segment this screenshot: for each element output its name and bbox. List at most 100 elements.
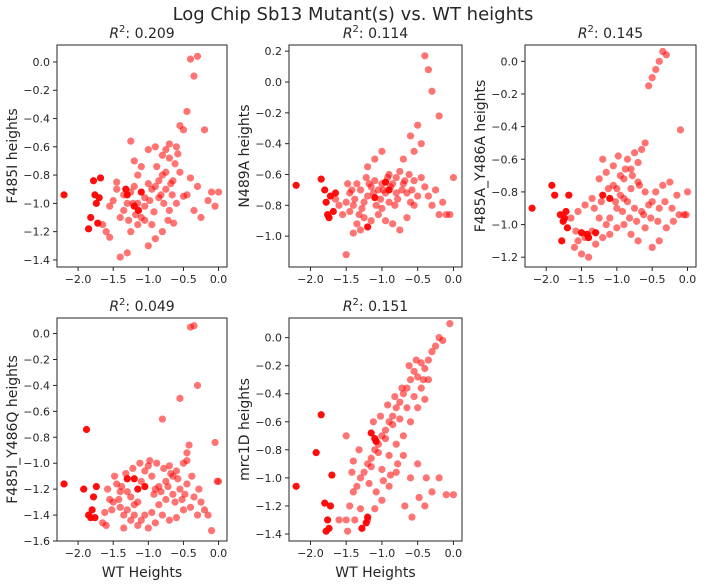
scatter-point xyxy=(408,513,416,521)
scatter-point xyxy=(391,201,399,209)
scatter-point xyxy=(378,147,386,155)
highlight-point xyxy=(60,480,68,488)
scatter-point xyxy=(144,146,152,154)
scatter-point xyxy=(365,479,373,488)
scatter-point xyxy=(389,420,397,429)
scatter-point xyxy=(123,506,131,514)
scatter-point xyxy=(349,201,357,209)
scatter-point xyxy=(190,206,198,215)
scatter-point xyxy=(204,196,212,205)
scatter-point xyxy=(628,171,637,180)
scatter-point xyxy=(567,214,575,222)
scatter-point xyxy=(158,511,166,519)
highlight-point xyxy=(324,516,332,524)
x-tick-label: −2.0 xyxy=(65,547,92,560)
scatter-point xyxy=(405,170,413,179)
x-tick-label: −1.5 xyxy=(100,273,127,286)
highlight-point xyxy=(528,204,536,212)
highlight-point xyxy=(89,493,98,501)
highlight-point xyxy=(95,194,103,202)
scatter-point xyxy=(165,206,173,215)
scatter-point xyxy=(106,495,114,504)
scatter-point xyxy=(604,185,612,193)
scatter-point xyxy=(371,177,379,185)
scatter-point xyxy=(211,438,219,447)
highlight-point xyxy=(123,191,131,199)
scatter-point xyxy=(374,449,382,457)
scatter-point xyxy=(176,394,184,402)
scatter-point xyxy=(197,498,205,506)
y-tick-label: 0.0 xyxy=(33,328,51,341)
scatter-point xyxy=(165,462,173,470)
scatter-point xyxy=(408,186,416,194)
title-prefix: R xyxy=(109,26,119,42)
title-exponent: 2 xyxy=(119,297,125,308)
y-tick-label: −1.0 xyxy=(23,197,50,210)
y-axis-label: F485A_Y486A heights xyxy=(473,80,489,233)
scatter-point xyxy=(683,188,692,196)
scatter-point xyxy=(385,198,393,206)
scatter-point xyxy=(153,163,161,171)
title-prefix: R xyxy=(343,26,353,42)
scatter-point xyxy=(157,191,165,199)
highlight-point xyxy=(137,188,145,196)
y-tick-label: 0.2 xyxy=(265,45,283,58)
scatter-point xyxy=(185,441,193,449)
scatter-point xyxy=(417,140,425,148)
subplot-title: R2: 0.114 xyxy=(343,24,408,42)
x-tick-label: −0.5 xyxy=(639,273,666,286)
highlight-point xyxy=(82,425,91,434)
scatter-point xyxy=(371,155,379,163)
highlight-point xyxy=(87,213,95,222)
scatter-point xyxy=(396,398,404,406)
scatter-point xyxy=(211,202,219,210)
x-tick-label: 0.0 xyxy=(679,273,697,286)
scatter-point xyxy=(190,72,198,80)
scatter-point xyxy=(165,516,173,524)
highlight-point xyxy=(123,475,131,483)
scatter-point xyxy=(113,178,121,186)
highlight-point xyxy=(321,186,329,194)
highlight-point xyxy=(96,174,105,182)
highlight-point xyxy=(325,214,333,222)
scatter-point xyxy=(116,213,124,222)
scatter-point xyxy=(396,167,404,176)
scatter-point xyxy=(392,440,400,448)
y-axis-label: N489A heights xyxy=(237,104,253,207)
x-tick-label: −1.0 xyxy=(369,273,396,286)
x-tick-label: 0.0 xyxy=(210,273,228,286)
scatter-point xyxy=(630,204,639,212)
series-highlight xyxy=(528,181,614,245)
scatter-point xyxy=(641,188,649,196)
scatter-point xyxy=(367,217,375,225)
scatter-point xyxy=(348,186,356,194)
scatter-point xyxy=(335,516,343,524)
title-value: : 0.209 xyxy=(125,26,174,42)
highlight-point xyxy=(89,177,98,185)
axes-frame xyxy=(56,44,228,268)
scatter-point xyxy=(137,516,145,524)
scatter-point xyxy=(655,237,663,245)
scatter-point xyxy=(193,182,202,190)
title-exponent: 2 xyxy=(353,24,359,35)
scatter-point xyxy=(102,228,110,236)
highlight-point xyxy=(326,502,335,510)
scatter-point xyxy=(414,121,422,129)
scatter-point xyxy=(351,195,359,203)
scatter-point xyxy=(446,210,454,219)
scatter-point xyxy=(403,214,411,222)
scatter-point xyxy=(431,342,440,350)
scatter-point xyxy=(401,502,409,510)
series-highlight xyxy=(292,411,380,535)
subplot-5: R2: 0.151 −2.0 −1.5 −1.0 −0.5 0.0 −1.4 −1.2 −1.0… xyxy=(237,297,463,581)
series-highlight xyxy=(60,425,149,522)
scatter-point xyxy=(661,198,669,206)
scatter-point xyxy=(150,208,158,216)
highlight-point xyxy=(122,185,130,193)
subplot-2: R2: 0.114 −2.0 −1.5 −1.0 −0.5 0.0 −1.0 −0.8 −0.6… xyxy=(237,24,463,286)
scatter-point xyxy=(372,201,380,209)
scatter-point xyxy=(116,503,124,511)
x-tick-label: −0.5 xyxy=(404,547,431,560)
scatter-point xyxy=(399,432,407,440)
scatter-point xyxy=(379,477,387,485)
